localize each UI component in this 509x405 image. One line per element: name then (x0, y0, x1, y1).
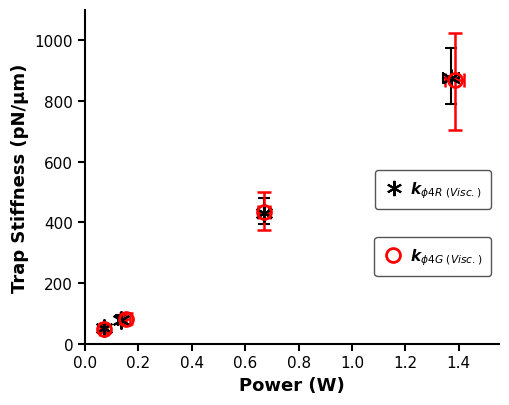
X-axis label: Power (W): Power (W) (239, 376, 344, 394)
Y-axis label: Trap Stiffness (pN/μm): Trap Stiffness (pN/μm) (11, 63, 29, 292)
Legend: $\boldsymbol{k}_{\phi 4G\ \mathit{(Visc.)}}$: $\boldsymbol{k}_{\phi 4G\ \mathit{(Visc.… (374, 237, 490, 276)
